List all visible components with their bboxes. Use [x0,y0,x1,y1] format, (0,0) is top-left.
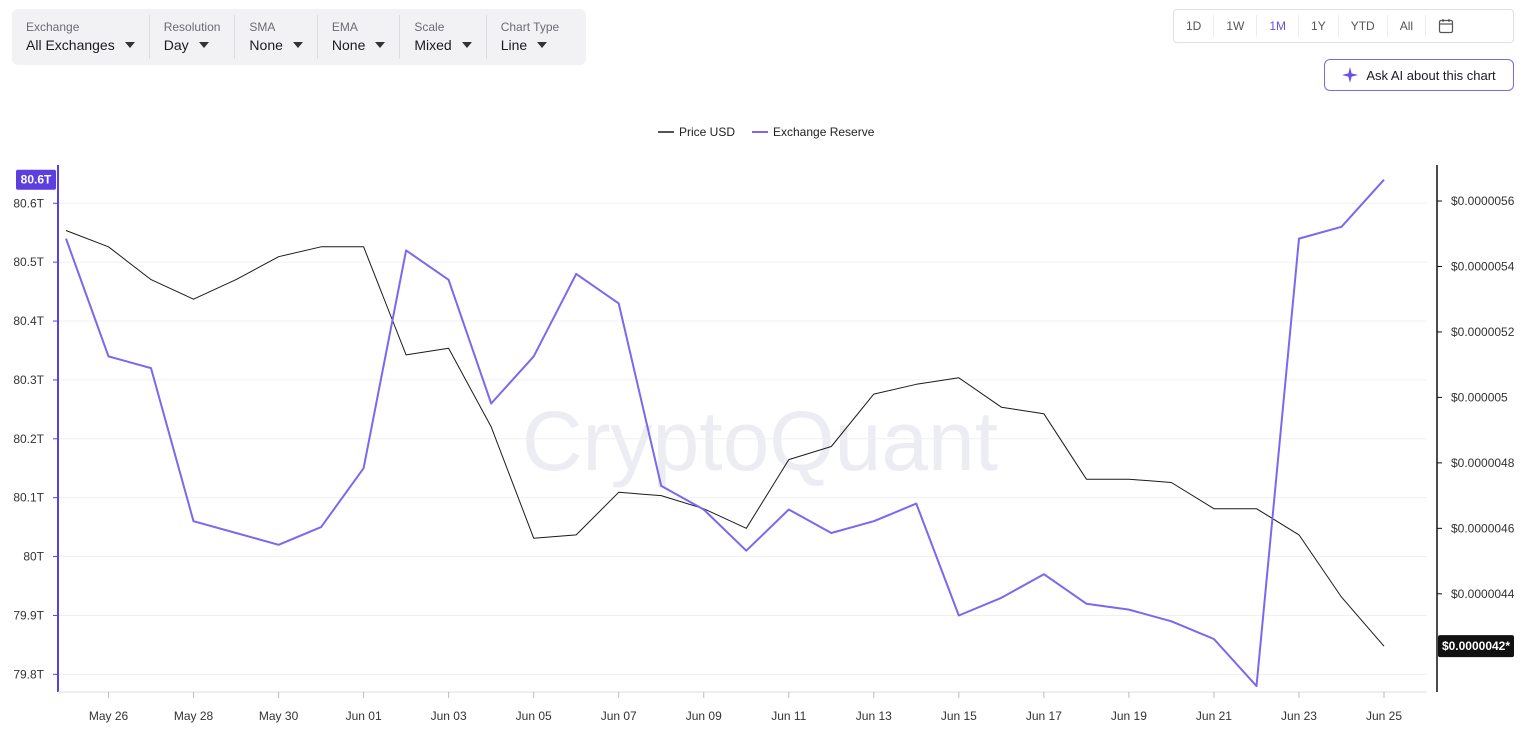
left-current-value-badge [16,169,56,190]
x-axis-tick-label: May 26 [89,709,129,723]
chevron-down-icon [375,42,386,48]
x-axis-tick-label: Jun 01 [346,709,382,723]
watermark: CryptoQuant [522,394,998,488]
chart-type-select[interactable]: Chart Type Line [487,15,573,59]
right-current-value-label: $0.0000042* [1442,639,1510,653]
x-axis-tick-label: Jun 25 [1366,709,1402,723]
x-axis-tick-label: Jun 03 [431,709,467,723]
chart-type-value: Line [501,35,559,55]
ask-ai-label: Ask AI about this chart [1366,67,1496,83]
legend-exchange-reserve: Exchange Reserve [773,125,875,139]
ema-select[interactable]: EMA None [318,15,401,59]
x-axis-tick-label: Jun 11 [771,709,806,723]
exchange-value: All Exchanges [26,35,135,55]
range-1m-button[interactable]: 1M [1257,15,1300,37]
left-axis-tick-label: 80.4T [13,314,44,328]
scale-select[interactable]: Scale Mixed [400,15,487,59]
chevron-down-icon [292,42,303,48]
scale-label: Scale [414,20,445,34]
range-ytd-button[interactable]: YTD [1339,15,1388,37]
right-axis-tick-label: $0.0000046 [1451,521,1515,535]
left-axis-tick-label: 80.5T [13,255,44,269]
chart-type-label: Chart Type [500,20,560,34]
right-axis-tick-label: $0.0000056 [1451,194,1515,208]
legend-price-usd: Price USD [679,125,735,139]
x-axis-tick-label: May 30 [259,709,299,723]
chart-options-toolbar: Exchange All Exchanges Resolution Day SM… [12,9,586,65]
x-axis-tick-label: Jun 07 [601,709,637,723]
resolution-value: Day [164,35,221,55]
x-axis-tick-label: May 28 [174,709,214,723]
left-axis-tick-label: 79.8T [13,667,44,681]
range-1d-button[interactable]: 1D [1174,15,1215,37]
resolution-select[interactable]: Resolution Day [150,15,236,59]
chevron-down-icon [537,42,548,48]
right-axis-tick-label: $0.0000044 [1451,587,1515,601]
ask-ai-button[interactable]: Ask AI about this chart [1324,59,1514,91]
left-axis-tick-label: 80.1T [13,491,44,505]
calendar-icon[interactable] [1426,15,1466,37]
right-axis-tick-label: $0.0000048 [1451,456,1515,470]
right-axis-tick-label: $0.0000052 [1451,325,1515,339]
left-axis-tick-label: 79.9T [13,608,44,622]
left-axis-tick-label: 80.6T [13,196,44,210]
sma-label: SMA [249,20,276,34]
exchange-select[interactable]: Exchange All Exchanges [12,15,150,59]
range-1y-button[interactable]: 1Y [1299,15,1339,37]
x-axis-tick-label: Jun 09 [686,709,722,723]
sparkle-icon [1342,67,1359,83]
resolution-label: Resolution [163,20,221,34]
x-axis-tick-label: Jun 05 [516,709,552,723]
right-axis-tick-label: $0.0000054 [1451,259,1515,273]
x-axis-tick-label: Jun 17 [1026,709,1062,723]
x-axis-tick-label: Jun 13 [856,709,892,723]
time-range-selector: 1D 1W 1M 1Y YTD All [1173,9,1514,43]
exchange-reserve-line [65,179,1385,688]
right-current-value-badge [1438,635,1514,658]
sma-value: None [249,35,303,55]
left-axis-tick-label: 80T [23,550,44,564]
x-axis-tick-label: Jun 15 [941,709,977,723]
x-axis-tick-label: Jun 21 [1196,709,1232,723]
scale-value: Mixed [414,35,472,55]
range-1w-button[interactable]: 1W [1214,15,1258,37]
x-axis-tick-label: Jun 19 [1111,709,1147,723]
range-all-button[interactable]: All [1388,15,1427,37]
price-usd-line [65,230,1385,647]
left-axis-tick-label: 80.2T [13,432,44,446]
left-axis-tick-label: 80.3T [13,373,44,387]
chevron-down-icon [198,42,209,48]
right-axis-tick-label: $0.000005 [1451,390,1508,404]
chevron-down-icon [461,42,472,48]
x-axis-tick-label: Jun 23 [1281,709,1317,723]
chevron-down-icon [124,42,135,48]
sma-select[interactable]: SMA None [235,15,318,59]
exchange-label: Exchange [26,20,80,34]
left-current-value-label: 80.6T [21,173,52,187]
ema-value: None [332,35,386,55]
ema-label: EMA [331,20,358,34]
